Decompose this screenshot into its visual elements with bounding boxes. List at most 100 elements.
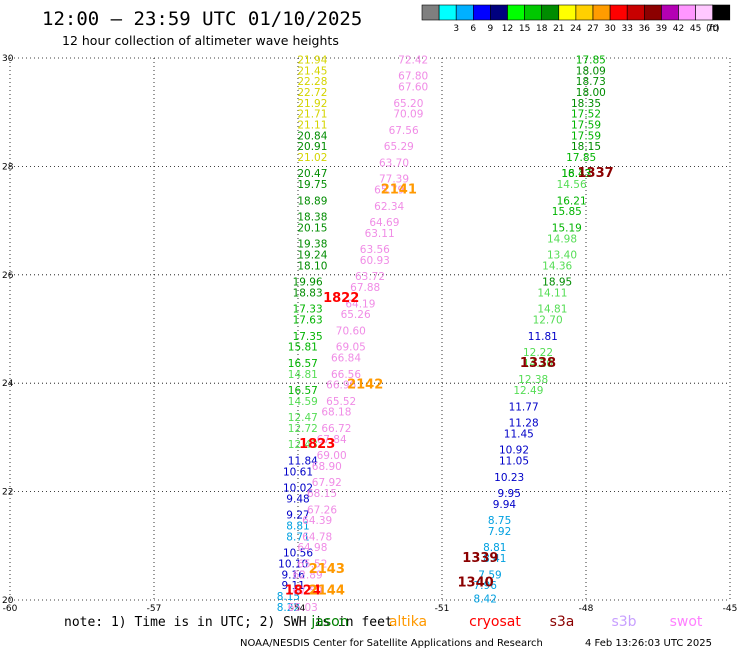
data-point-label: 10.23 <box>494 472 524 484</box>
data-point-label: 65.79 <box>374 185 404 197</box>
data-point-label: 16.57 <box>288 385 318 397</box>
data-point-label: 10.02 <box>283 483 313 495</box>
x-tick-label: -54 <box>291 604 306 614</box>
data-point-label: 14.20 <box>523 358 553 370</box>
data-point-label: 12.22 <box>523 347 553 359</box>
data-point-label: 67.26 <box>307 504 337 516</box>
data-point-label: 64.78 <box>302 531 332 543</box>
data-point-label: 16.57 <box>288 358 318 370</box>
data-point-label: 18.95 <box>542 277 572 289</box>
data-point-label: 62.34 <box>374 201 404 213</box>
satellite-legend: jason altika cryosat s3a s3b swot <box>310 614 703 630</box>
data-point-label: 21.94 <box>297 54 327 66</box>
data-point-label: 8.71 <box>286 531 309 543</box>
colorbar-tick-label: 27 <box>587 24 598 34</box>
data-point-label: 19.24 <box>297 250 327 262</box>
data-point-label: 68.18 <box>321 407 351 419</box>
data-point-label: 18.83 <box>293 287 323 299</box>
colorbar-tick-label: 24 <box>570 24 582 34</box>
data-point-label: 17.59 <box>571 119 601 131</box>
data-point-label: 67.56 <box>389 125 419 137</box>
data-point-label: 20.91 <box>297 141 327 153</box>
data-point-label: 7.92 <box>488 526 511 538</box>
data-point-label: 67.84 <box>317 434 347 446</box>
data-point-label: 10.61 <box>283 466 313 478</box>
data-point-label: 16.21 <box>557 195 587 207</box>
chart-subtitle: 12 hour collection of altimeter wave hei… <box>62 33 339 48</box>
data-point-label: 19.38 <box>297 239 327 251</box>
data-point-label: 18.73 <box>576 76 606 88</box>
legend-item-jason: jason <box>310 614 348 630</box>
data-point-label: 8.41 <box>483 553 506 565</box>
chart-title: 12:00 – 23:59 UTC 01/10/2025 <box>42 8 362 30</box>
data-point-label: 9.48 <box>286 493 309 505</box>
data-point-label: 17.52 <box>571 109 601 121</box>
x-tick-label: -48 <box>579 604 594 614</box>
colorbar-swatch <box>438 4 457 21</box>
data-point-label: 70.60 <box>336 325 366 337</box>
data-point-label: 8.42 <box>474 594 497 606</box>
colorbar-swatch <box>695 4 713 21</box>
colorbar-tick-label: 42 <box>673 24 684 34</box>
colorbar-swatch <box>661 4 679 21</box>
pass-number-label: 2144 <box>309 584 345 599</box>
data-point-label: 18.00 <box>576 87 606 99</box>
data-point-label: 64.69 <box>369 217 399 229</box>
y-tick-label: 22 <box>2 488 13 498</box>
pass-number-label: 1338 <box>520 356 556 371</box>
y-tick-label: 28 <box>2 162 14 172</box>
pass-number-label: 1824 <box>285 584 321 599</box>
footer-note: note: 1) Time is in UTC; 2) SWH is in fe… <box>64 615 393 630</box>
data-point-label: 12.49 <box>513 385 543 397</box>
data-point-label: 14.81 <box>537 304 567 316</box>
data-point-label: 12.38 <box>518 374 548 386</box>
data-point-label: 66.84 <box>331 353 361 365</box>
data-point-label: 17.59 <box>571 130 601 142</box>
data-point-label: 60.93 <box>360 255 390 267</box>
colorbar-tick-label: 33 <box>621 24 632 34</box>
x-tick-label: -60 <box>3 604 18 614</box>
data-point-label: 65.29 <box>384 141 414 153</box>
data-point-label: 63.56 <box>360 244 390 256</box>
data-point-label: 14.81 <box>288 369 318 381</box>
data-point-label: 9.16 <box>282 569 306 581</box>
pass-number-label: 1340 <box>458 575 494 590</box>
data-point-label: 67.60 <box>398 82 428 94</box>
data-point-label: 14.11 <box>537 287 567 299</box>
data-point-label: 11.45 <box>504 428 534 440</box>
data-point-label: 64.19 <box>345 298 375 310</box>
data-point-label: 17.63 <box>293 315 323 327</box>
colorbar-swatch <box>712 4 731 21</box>
colorbar-swatch <box>507 4 525 21</box>
colorbar-tick-label: 18 <box>536 24 548 34</box>
data-point-label: 18.35 <box>571 98 601 110</box>
data-point-label: 64.98 <box>297 542 327 554</box>
data-point-label: 22.72 <box>297 87 327 99</box>
colorbar-swatch <box>541 4 560 21</box>
data-point-label: 18.38 <box>297 212 327 224</box>
data-point-label: 20.47 <box>297 168 327 180</box>
data-point-label: 14.98 <box>547 233 577 245</box>
data-point-label: 72.42 <box>398 54 428 66</box>
data-point-label: 65.20 <box>393 98 423 110</box>
legend-item-swot: swot <box>670 614 703 630</box>
data-point-label: 18.09 <box>576 65 606 77</box>
data-point-label: 66.96 <box>326 380 356 392</box>
data-point-label: 16.43 <box>561 168 591 180</box>
data-point-label: 18.89 <box>297 195 327 207</box>
data-point-label: 63.72 <box>355 271 385 283</box>
legend-item-s3b: s3b <box>611 614 636 630</box>
data-point-label: 17.33 <box>293 304 323 316</box>
data-point-label: 14.56 <box>557 179 587 191</box>
data-point-label: 9.94 <box>493 499 517 511</box>
colorbar-swatch <box>643 4 662 21</box>
data-point-label: 8.81 <box>286 521 309 533</box>
data-point-label: 12.43 <box>288 439 318 451</box>
data-point-label: 65.26 <box>341 309 371 321</box>
colorbar-unit-label: (ft) <box>706 24 720 34</box>
data-point-label: 67.80 <box>398 71 428 83</box>
data-point-label: 68.15 <box>307 488 337 500</box>
series-jason: 21.9421.4522.2822.7221.9221.7121.1120.84… <box>277 54 328 613</box>
pass-number-label: 2142 <box>347 378 383 393</box>
